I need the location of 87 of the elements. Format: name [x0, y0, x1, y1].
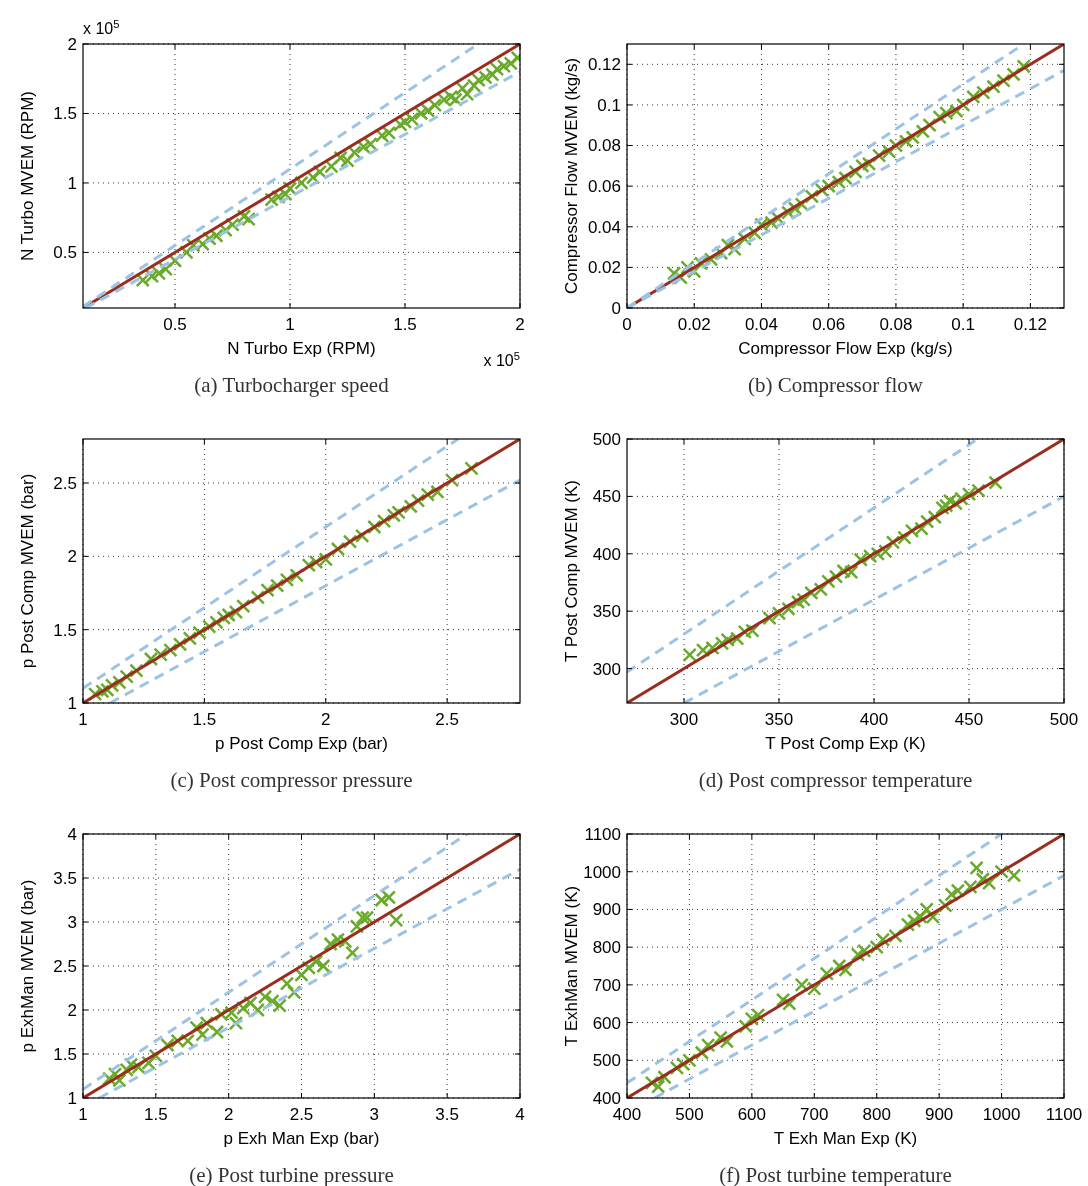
- text: (d) Post compressor temperature: [698, 768, 973, 792]
- x-axis-title: T Post Comp Exp (K): [765, 734, 926, 753]
- x-tick-label: 300: [669, 710, 699, 729]
- x-tick-label: 1: [285, 315, 295, 334]
- y-tick-label: 600: [592, 1013, 621, 1033]
- text: (b) Compressor flow: [748, 373, 924, 397]
- x-tick-label: 1.5: [192, 710, 217, 729]
- y-tick-label: 800: [592, 938, 621, 958]
- y-tick-label: 0.08: [587, 136, 621, 156]
- text: x 10$^{5}$: [83, 18, 120, 37]
- y-tick-label: 1: [67, 693, 77, 713]
- y-axis-title: p ExhMan MVEM (bar): [18, 879, 37, 1053]
- y-tick-label: 1.5: [53, 1044, 77, 1064]
- x-tick-label: 4: [515, 1105, 525, 1124]
- y-axis-title: T Post Comp MVEM (K): [562, 480, 581, 662]
- x-tick-label: 0.04: [744, 315, 779, 334]
- x-tick-label: 450: [954, 710, 984, 729]
- y-tick-label: 0.12: [587, 55, 621, 75]
- y-tick-label: 1100: [584, 824, 621, 844]
- x-tick-label: 2: [223, 1105, 234, 1124]
- y-tick-label: 1.5: [53, 620, 77, 640]
- y-tick-label: 3.5: [53, 868, 77, 888]
- text: (e) Post turbine pressure: [189, 1163, 394, 1186]
- y-tick-label: 2.5: [53, 956, 77, 976]
- y-tick-label: 700: [592, 975, 621, 995]
- y-tick-label: 0.06: [587, 177, 621, 197]
- x-tick-label: 2.5: [435, 710, 459, 729]
- x-tick-label: 2: [515, 315, 525, 334]
- y-tick-label: 0.5: [53, 243, 77, 263]
- x-tick-label: 700: [800, 1105, 829, 1124]
- x-tick-label: 900: [924, 1105, 954, 1124]
- x-tick-label: 0.06: [812, 315, 846, 334]
- text: (c) Post compressor pressure: [170, 768, 413, 792]
- x-axis-title: N Turbo Exp (RPM): [227, 339, 376, 358]
- x-tick-label: 500: [675, 1105, 704, 1124]
- text: x 10$^{5}$: [483, 350, 520, 369]
- x-axis-title: p Exh Man Exp (bar): [223, 1129, 380, 1148]
- y-tick-label: 0.04: [587, 217, 621, 237]
- x-tick-label: 0.08: [879, 315, 913, 334]
- y-tick-label: 2: [67, 34, 77, 54]
- x-tick-label: 1.5: [393, 315, 417, 334]
- y-axis-title: Compressor Flow MVEM (kg/s): [562, 57, 581, 295]
- y-tick-label: 2: [67, 1000, 77, 1020]
- x-tick-label: 2: [321, 710, 331, 729]
- text: (a) Turbocharger speed: [194, 373, 390, 397]
- y-tick-label: 500: [592, 1051, 621, 1071]
- y-axis-title: N Turbo MVEM (RPM): [18, 90, 37, 262]
- x-tick-label: 1100: [1045, 1105, 1083, 1124]
- x-tick-label: 600: [737, 1105, 767, 1124]
- y-axis-title: T ExhMan MVEM (K): [562, 885, 581, 1047]
- y-tick-label: 400: [592, 544, 621, 564]
- x-tick-label: 0.12: [1013, 315, 1047, 334]
- y-tick-label: 0: [611, 298, 621, 318]
- y-tick-label: 2: [67, 547, 77, 567]
- y-tick-label: 300: [592, 659, 621, 679]
- x-axis-title: p Post Comp Exp (bar): [215, 734, 388, 753]
- x-tick-label: 1000: [982, 1105, 1021, 1124]
- x-tick-label: 350: [764, 710, 794, 729]
- y-tick-label: 500: [592, 429, 621, 449]
- x-tick-label: 400: [612, 1105, 642, 1124]
- x-tick-label: 3: [369, 1105, 380, 1124]
- x-tick-label: 800: [862, 1105, 891, 1124]
- y-tick-label: 0.1: [597, 95, 621, 115]
- x-tick-label: 0.02: [677, 315, 711, 334]
- y-axis-title: p Post Comp MVEM (bar): [18, 473, 37, 669]
- y-tick-label: 400: [592, 1088, 621, 1108]
- x-tick-label: 1.5: [144, 1105, 168, 1124]
- x-axis-title: Compressor Flow Exp (kg/s): [738, 339, 953, 358]
- y-tick-label: 1: [67, 1088, 77, 1108]
- x-tick-label: 2.5: [289, 1105, 314, 1124]
- y-tick-label: 1.5: [53, 104, 77, 124]
- x-axis-title: T Exh Man Exp (K): [773, 1129, 918, 1148]
- x-tick-label: 0.1: [951, 315, 975, 334]
- x-tick-label: 400: [859, 710, 889, 729]
- y-tick-label: 3: [67, 912, 77, 932]
- y-tick-label: 4: [67, 824, 77, 844]
- y-tick-label: 900: [592, 900, 621, 920]
- text: (f) Post turbine temperature: [719, 1163, 952, 1186]
- x-tick-label: 3.5: [435, 1105, 459, 1124]
- y-tick-label: 0.02: [587, 258, 621, 278]
- x-tick-label: 0.5: [163, 315, 187, 334]
- y-tick-label: 1000: [583, 862, 621, 882]
- y-tick-label: 350: [592, 602, 621, 622]
- y-tick-label: 450: [592, 487, 621, 507]
- y-tick-label: 2.5: [53, 473, 77, 493]
- x-tick-label: 500: [1049, 710, 1079, 729]
- y-tick-label: 1: [67, 173, 77, 193]
